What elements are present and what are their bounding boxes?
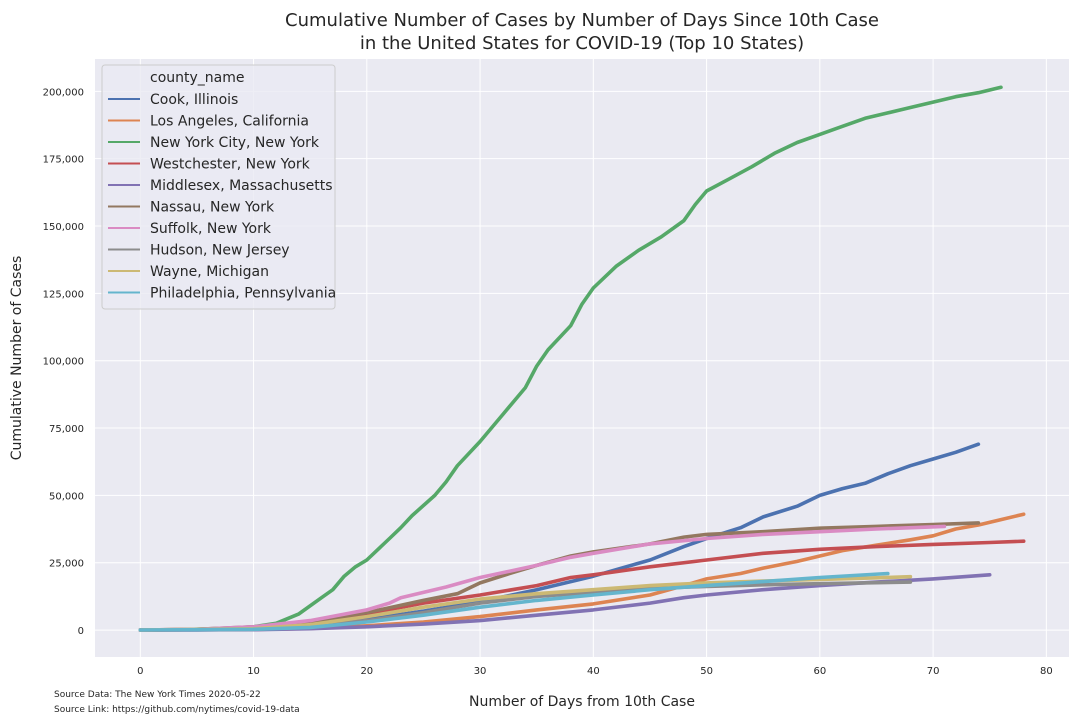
legend-label: New York City, New York [150,135,320,151]
x-tick-label: 70 [927,666,940,677]
legend-label: Cook, Illinois [150,92,238,108]
y-tick-label: 200,000 [43,87,84,98]
legend-label: Los Angeles, California [150,114,309,130]
legend-title: county_name [150,70,245,86]
legend-label: Suffolk, New York [150,221,272,237]
series-line-6 [138,524,947,632]
y-axis-label: Cumulative Number of Cases [9,256,25,461]
y-tick-label: 25,000 [49,559,84,570]
x-tick-label: 0 [137,666,143,677]
legend-label: Middlesex, Massachusetts [150,178,333,194]
chart-title-line1: Cumulative Number of Cases by Number of … [285,10,879,31]
x-tick-label: 30 [474,666,487,677]
x-axis-label: Number of Days from 10th Case [469,694,695,710]
y-axis-ticks: 0 25,000 50,000 75,000 100,000 125,000 150,000… [43,87,84,637]
legend-label: Westchester, New York [150,157,311,173]
x-tick-label: 80 [1040,666,1053,677]
legend-label: Hudson, New Jersey [150,243,290,259]
y-tick-label: 75,000 [49,424,84,435]
y-tick-label: 50,000 [49,491,84,502]
legend: county_name Cook, Illinois Los Angeles, C… [101,64,336,310]
series-line-9 [138,571,890,632]
x-axis-ticks: 0 10 20 30 40 50 60 70 80 [137,666,1053,677]
source-link: Source Link: https://github.com/nytimes/… [54,705,300,715]
x-tick-label: 40 [587,666,600,677]
x-tick-label: 10 [247,666,260,677]
y-tick-label: 125,000 [43,289,84,300]
series-layer [138,85,1026,632]
legend-box [101,64,336,310]
chart-title-line2: in the United States for COVID-19 (Top 1… [360,33,804,54]
y-tick-label: 150,000 [43,222,84,233]
x-tick-label: 20 [360,666,373,677]
x-tick-label: 50 [700,666,713,677]
legend-label: Nassau, New York [150,200,275,216]
source-data: Source Data: The New York Times 2020-05-… [54,690,261,700]
legend-items: Cook, Illinois Los Angeles, California New… [108,92,336,302]
x-tick-label: 60 [813,666,826,677]
grid [95,59,1069,657]
legend-label: Wayne, Michigan [150,264,269,280]
y-tick-label: 100,000 [43,357,84,368]
series-line-2 [138,85,1003,632]
legend-label: Philadelphia, Pennsylvania [150,286,336,302]
y-tick-label: 0 [78,626,84,637]
y-tick-label: 175,000 [43,155,84,166]
